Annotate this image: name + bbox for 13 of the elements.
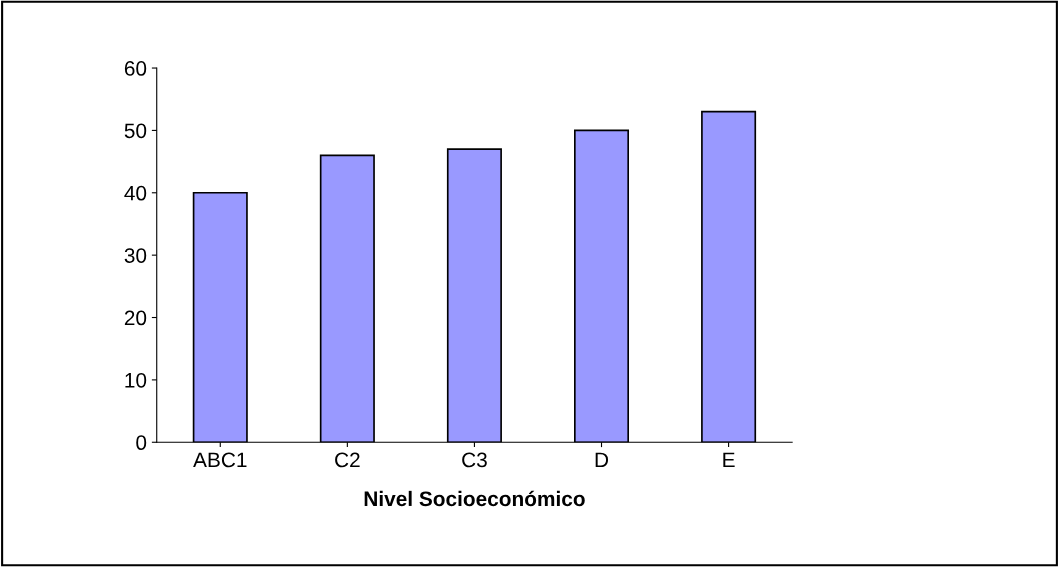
x-tick-label: C3 xyxy=(462,452,487,468)
x-axis-title: Nivel Socioeconómico xyxy=(364,490,585,507)
x-tick-label: E xyxy=(723,452,735,468)
y-tick-label: 10 xyxy=(125,372,147,388)
x-tick-label: ABC1 xyxy=(193,452,247,468)
x-tick-label: D xyxy=(595,452,609,468)
y-tick-label: 50 xyxy=(124,123,147,139)
y-tick-label: 40 xyxy=(124,185,147,201)
y-tick-label: 20 xyxy=(124,310,147,326)
y-tick-label: 60 xyxy=(124,61,147,76)
y-tick-label: 0 xyxy=(136,435,147,451)
y-tick-label: 30 xyxy=(124,248,147,263)
x-tick-label: C2 xyxy=(335,452,360,468)
